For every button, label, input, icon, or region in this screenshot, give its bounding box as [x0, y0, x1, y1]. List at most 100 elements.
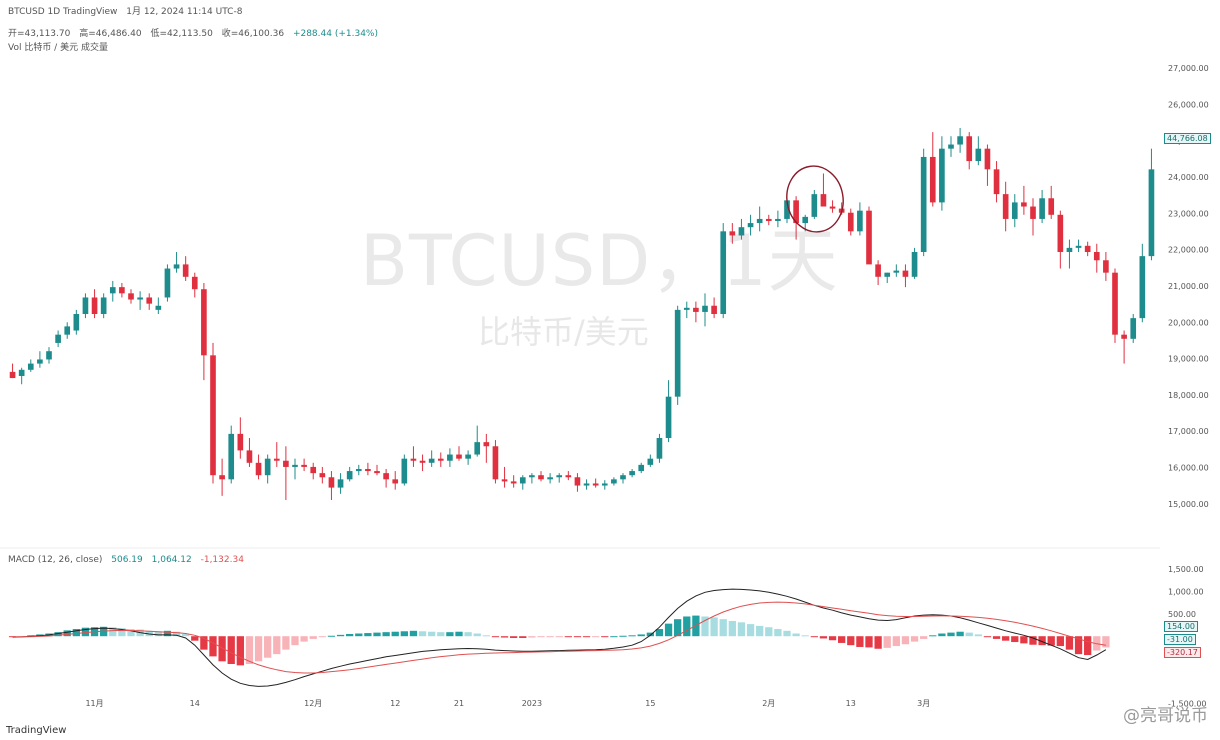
macd-hist-bar: [236, 636, 244, 666]
candle-body: [592, 483, 599, 486]
price-tick-label: 22,000.00: [1168, 246, 1209, 255]
macd-hist-bar: [965, 632, 973, 637]
candle-body: [492, 446, 499, 480]
macd-hist-bar: [1011, 636, 1019, 643]
candle-body: [264, 458, 271, 476]
candle-body: [784, 200, 790, 219]
price-tick-label: 19,000.00: [1168, 355, 1209, 364]
candle-body: [319, 473, 326, 478]
macd-hist-bar: [801, 635, 809, 637]
candle-body: [201, 289, 207, 356]
macd-hist-bar: [947, 632, 955, 637]
candle-body: [301, 464, 307, 467]
candle-body: [1057, 214, 1064, 252]
candle-body: [993, 169, 1000, 195]
candle-body: [811, 194, 818, 217]
macd-hist-bar: [400, 631, 408, 637]
candle-body: [556, 475, 563, 478]
macd-hist-bar: [309, 636, 317, 639]
macd-hist-bar: [1065, 636, 1074, 650]
candle-body: [173, 264, 180, 269]
macd-hist-bar: [254, 636, 263, 662]
macd-tick-label: 500.00: [1168, 610, 1196, 619]
candle-body: [419, 460, 426, 463]
macd-hist-bar: [838, 636, 846, 643]
macd-hist-bar: [628, 635, 636, 637]
macd-hist-bar: [573, 636, 582, 638]
macd-hist-bar: [646, 632, 654, 637]
price-tick-label: 26,000.00: [1168, 100, 1209, 109]
ohlc-low: 低=42,113.50: [150, 29, 213, 39]
time-tick-label: 2月: [762, 699, 775, 708]
macd-box-a: 154.00: [1164, 621, 1198, 632]
candle-body: [109, 287, 116, 294]
candle-body: [620, 475, 626, 480]
macd-hist-bar: [701, 616, 709, 637]
candle-body: [656, 438, 663, 459]
macd-hist-bar: [282, 636, 290, 650]
candle-body: [957, 136, 963, 145]
macd-label: MACD (12, 26, close) 506.19 1,064.12 -1,…: [8, 555, 250, 565]
macd-hist-bar: [582, 636, 591, 638]
macd-hist-bar: [828, 636, 837, 641]
macd-hist-bar: [118, 628, 126, 637]
macd-hist-bar: [874, 636, 882, 649]
macd-hist-bar: [546, 636, 554, 638]
price-tick-label: 15,000.00: [1168, 500, 1209, 509]
candle-body: [702, 305, 708, 312]
candle-body: [538, 475, 544, 480]
macd-hist-bar: [1084, 636, 1092, 656]
price-tick-label: 16,000.00: [1168, 464, 1209, 473]
macd-hist-bar: [127, 629, 135, 637]
candle-body: [720, 231, 727, 314]
macd-hist-bar: [956, 631, 964, 637]
author-watermark: @亮哥说币: [1123, 706, 1208, 726]
macd-hist-bar: [1002, 636, 1010, 641]
macd-hist-bar: [610, 636, 618, 638]
candle-body: [46, 351, 52, 360]
candlestick-series: [9, 128, 1155, 500]
candle-body: [465, 454, 471, 459]
circle-annotation: [786, 165, 844, 233]
macd-hist-bar: [719, 619, 727, 637]
candle-body: [1002, 194, 1009, 219]
chart-header-line1: BTCUSD 1D TradingView 1月 12, 2024 11:14 …: [8, 4, 248, 17]
macd-hist-bar: [209, 636, 217, 657]
candle-body: [939, 148, 945, 203]
candle-body: [866, 210, 872, 265]
candle-body: [1130, 318, 1137, 339]
macd-hist-bar: [901, 636, 910, 645]
macd-hist-bar: [245, 636, 254, 664]
macd-hist-bar: [1038, 636, 1046, 646]
macd-hist-bar: [264, 636, 272, 658]
candle-body: [529, 475, 535, 478]
macd-hist-bar: [601, 636, 609, 638]
candle-body: [1139, 256, 1146, 319]
candle-body: [100, 297, 107, 314]
macd-hist-bar: [81, 627, 90, 637]
candle-body: [948, 144, 954, 149]
candle-body: [191, 276, 198, 290]
macd-hist-bar: [382, 632, 390, 637]
candle-body: [355, 469, 362, 472]
candle-body: [847, 212, 854, 232]
last-price-box: 44,766.08: [1164, 133, 1211, 144]
candle-body: [984, 148, 991, 170]
macd-hist-bar: [746, 624, 755, 637]
macd-hist-bar: [756, 625, 764, 637]
macd-histogram: [8, 615, 1110, 666]
price-tick-label: 23,000.00: [1168, 209, 1209, 218]
candle-body: [328, 477, 335, 488]
macd-hist-bar: [938, 633, 946, 637]
macd-hist-bar: [783, 630, 791, 637]
candle-body: [310, 466, 317, 474]
macd-hist-bar: [819, 636, 828, 639]
candle-body: [164, 268, 171, 298]
macd-hist-bar: [674, 619, 682, 637]
macd-value-macd: 1,064.12: [151, 555, 192, 565]
candle-body: [966, 136, 973, 162]
macd-tick-label: 1,000.00: [1168, 587, 1204, 596]
macd-hist-bar: [564, 636, 572, 638]
macd-hist-bar: [537, 636, 545, 638]
